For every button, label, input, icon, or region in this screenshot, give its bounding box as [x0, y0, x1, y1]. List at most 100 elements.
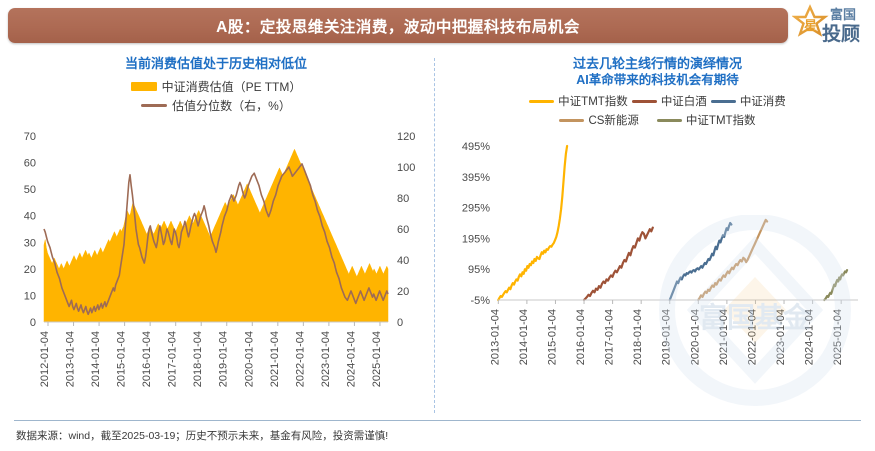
x-axis-tick: 2015-01-04 — [116, 331, 128, 387]
legend-swatch-baijiu — [631, 99, 657, 103]
right-plot-area: -5% 95% 195% 295% 395% 495% 2013-01-04 2014-01-… — [440, 128, 875, 418]
right-axis-tick: 40 — [397, 255, 409, 267]
y-axis-tick: -5% — [470, 295, 490, 307]
y-axis-tick: 195% — [462, 233, 490, 245]
x-axis-tick: 2014-01-04 — [518, 309, 530, 365]
x-axis-tick: 2020-01-04 — [243, 331, 255, 387]
x-axis-tick: 2013-01-04 — [489, 309, 501, 365]
legend-label-baijiu: 中证白酒 — [660, 96, 707, 108]
legend-swatch-bar — [130, 82, 157, 91]
legend-label-consumer: 中证消费 — [739, 96, 786, 108]
legend-swatch-tmt2 — [656, 118, 682, 122]
x-axis-tick: 2024-01-04 — [804, 309, 816, 365]
logo-star-char: 星 — [804, 18, 817, 33]
x-axis-tick: 2019-01-04 — [218, 331, 230, 387]
panel-divider — [434, 58, 435, 413]
page-title: A股：定投思维关注消费，波动中把握科技布局机会 — [216, 18, 580, 36]
legend-swatch-consumer — [710, 99, 736, 103]
series-line-3 — [697, 218, 769, 302]
legend-label-percentile: 估值分位数（右，%） — [172, 99, 291, 113]
y-axis-tick: 395% — [462, 172, 490, 184]
right-chart-title-1: 过去几轮主线行情的演绎情况 — [572, 56, 742, 71]
left-axis-tick: 50 — [24, 184, 36, 196]
right-axis-tick: 20 — [397, 286, 409, 298]
legend-row-2: CS新能源 中证TMT指数 — [559, 112, 756, 128]
brand-logo: 富国 投顾 星 — [792, 4, 870, 46]
legend-item-percentile: 估值分位数（右，%） — [141, 97, 291, 114]
legend-label-newenergy: CS新能源 — [588, 115, 639, 127]
left-axis-tick: 20 — [24, 264, 36, 276]
header: A股：定投思维关注消费，波动中把握科技布局机会 富国 投顾 星 — [0, 0, 875, 52]
left-chart-panel: 当前消费估值处于历史相对低位 中证消费估值（PE TTM） 估值分位数（右，%）… — [0, 55, 432, 415]
legend-swatch-tmt — [529, 99, 555, 103]
legend-item-tmt: 中证TMT指数 — [529, 93, 628, 109]
left-chart-legend: 中证消费估值（PE TTM） 估值分位数（右，%） — [0, 78, 432, 114]
right-chart-svg: -5% 95% 195% 295% 395% 495% 2013-01-04 2014-01-… — [462, 141, 858, 365]
star-icon — [792, 4, 829, 37]
y-axis-tick: 495% — [462, 141, 490, 153]
left-axis-tick: 0 — [30, 317, 36, 329]
title-bar: A股：定投思维关注消费，波动中把握科技布局机会 — [8, 8, 788, 43]
x-axis-tick: 2012-01-04 — [39, 331, 51, 387]
y-axis-tick: 295% — [462, 203, 490, 215]
left-axis-tick: 70 — [24, 131, 36, 143]
right-axis-tick: 80 — [397, 193, 409, 205]
x-axis-tick: 2022-01-04 — [746, 309, 758, 365]
x-axis-tick: 2024-01-04 — [345, 331, 357, 387]
x-axis-tick: 2021-01-04 — [269, 331, 281, 387]
series-line-1 — [582, 226, 654, 302]
right-chart-legend: 中证TMT指数 中证白酒 中证消费 CS新能源 中证TMT指数 — [440, 93, 875, 128]
x-axis-tick: 2017-01-04 — [167, 331, 179, 387]
legend-label-valuation: 中证消费估值（PE TTM） — [161, 80, 302, 94]
percentile-line — [43, 163, 389, 316]
legend-swatch-line — [141, 104, 168, 107]
x-axis-tick: 2019-01-04 — [661, 309, 673, 365]
legend-item-valuation: 中证消费估值（PE TTM） — [130, 78, 302, 95]
right-axis-tick: 120 — [397, 131, 415, 143]
right-chart-panel: 过去几轮主线行情的演绎情况 AI革命带来的科技机会有期待 中证TMT指数 中证白… — [440, 55, 875, 415]
legend-item-baijiu: 中证白酒 — [631, 93, 707, 109]
logo-bottom-text: 投顾 — [822, 22, 860, 45]
legend-item-newenergy: CS新能源 — [559, 112, 639, 128]
x-axis-tick: 2023-01-04 — [320, 331, 332, 387]
right-axis-tick: 0 — [397, 317, 403, 329]
legend-label-tmt: 中证TMT指数 — [558, 96, 628, 108]
x-axis-tick: 2015-01-04 — [546, 309, 558, 365]
series-line-0 — [497, 144, 569, 302]
x-axis-tick: 2020-01-04 — [689, 309, 701, 365]
x-axis-tick: 2022-01-04 — [294, 331, 306, 387]
x-axis-tick: 2013-01-04 — [65, 331, 77, 387]
series-line-2 — [668, 221, 733, 302]
left-chart-title: 当前消费估值处于历史相对低位 — [124, 56, 307, 71]
left-axis-tick: 10 — [24, 290, 36, 302]
x-axis-tick: 2017-01-04 — [604, 309, 616, 365]
legend-row-1: 中证TMT指数 中证白酒 中证消费 — [529, 93, 786, 109]
left-axis-tick: 30 — [24, 237, 36, 249]
x-axis-tick: 2016-01-04 — [575, 309, 587, 365]
valuation-area — [43, 148, 389, 323]
x-axis-tick: 2018-01-04 — [192, 331, 204, 387]
x-axis-tick: 2021-01-04 — [718, 309, 730, 365]
left-axis-tick: 40 — [24, 211, 36, 223]
left-plot-area: 0 10 20 30 40 50 60 70 0 20 40 60 80 100 120 2012-01-04… — [0, 114, 432, 414]
legend-item-tmt2: 中证TMT指数 — [656, 112, 756, 128]
x-axis-tick: 2025-01-04 — [371, 331, 383, 387]
x-axis-tick: 2023-01-04 — [775, 309, 787, 365]
x-axis-tick: 2025-01-04 — [832, 309, 844, 365]
x-axis-tick: 2014-01-04 — [90, 331, 102, 387]
legend-swatch-newenergy — [559, 118, 585, 122]
legend-label-tmt2: 中证TMT指数 — [685, 115, 756, 127]
footer-divider — [14, 420, 861, 421]
right-axis-tick: 60 — [397, 224, 409, 236]
x-axis-tick: 2018-01-04 — [632, 309, 644, 365]
series-line-4 — [823, 269, 849, 302]
left-chart-svg: 0 10 20 30 40 50 60 70 0 20 40 60 80 100 120 2012-01-04… — [24, 131, 416, 387]
right-axis-tick: 100 — [397, 162, 415, 174]
legend-item-consumer: 中证消费 — [710, 93, 786, 109]
y-axis-tick: 95% — [468, 264, 490, 276]
left-axis-tick: 60 — [24, 158, 36, 170]
logo-top-text: 富国 — [830, 7, 856, 22]
right-chart-title-2: AI革命带来的科技机会有期待 — [576, 73, 739, 87]
x-axis-tick: 2016-01-04 — [141, 331, 153, 387]
footer-note: 数据来源：wind，截至2025-03-19；历史不预示未来，基金有风险，投资需… — [16, 430, 389, 442]
